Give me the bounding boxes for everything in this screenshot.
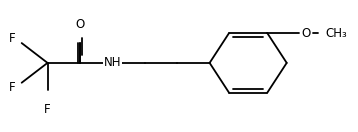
Text: F: F [9,81,15,94]
Text: O: O [301,27,311,40]
Text: O: O [75,18,84,30]
Text: CH₃: CH₃ [326,27,347,40]
Text: NH: NH [103,56,121,69]
Text: F: F [9,32,15,44]
Text: F: F [44,103,51,116]
